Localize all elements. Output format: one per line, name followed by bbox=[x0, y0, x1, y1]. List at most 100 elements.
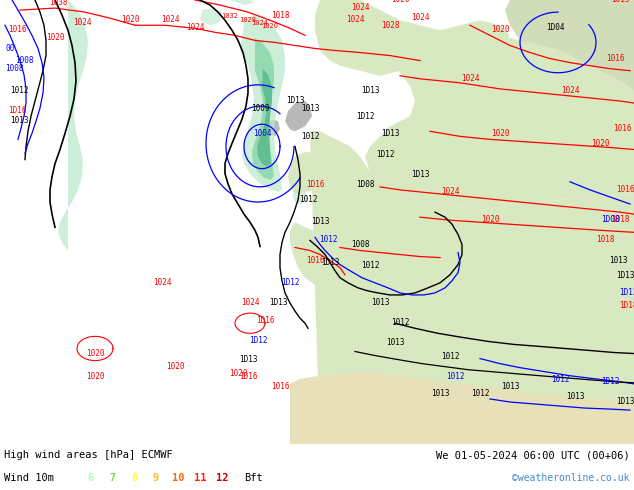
Polygon shape bbox=[252, 38, 274, 180]
Text: 1012: 1012 bbox=[361, 261, 379, 270]
Text: 1008: 1008 bbox=[5, 64, 23, 73]
Text: 1013: 1013 bbox=[301, 104, 320, 113]
Text: 6: 6 bbox=[87, 473, 93, 483]
Text: 1013: 1013 bbox=[371, 298, 389, 307]
Polygon shape bbox=[288, 151, 330, 194]
Text: 1020: 1020 bbox=[86, 348, 104, 358]
Text: 1008: 1008 bbox=[351, 241, 369, 249]
Text: 1024: 1024 bbox=[411, 13, 429, 22]
Text: 1D12: 1D12 bbox=[281, 278, 299, 287]
Text: 1018: 1018 bbox=[271, 11, 289, 20]
Polygon shape bbox=[355, 202, 380, 263]
Polygon shape bbox=[325, 222, 470, 252]
Text: 1D12: 1D12 bbox=[356, 112, 374, 121]
Polygon shape bbox=[290, 372, 634, 444]
Text: 8: 8 bbox=[131, 473, 137, 483]
Text: 1D12: 1D12 bbox=[601, 377, 619, 386]
Polygon shape bbox=[315, 0, 510, 76]
Text: 1D13: 1D13 bbox=[311, 217, 329, 226]
Text: 1028: 1028 bbox=[240, 17, 257, 23]
Text: 1024: 1024 bbox=[351, 3, 369, 12]
Text: We 01-05-2024 06:00 UTC (00+06): We 01-05-2024 06:00 UTC (00+06) bbox=[436, 450, 630, 460]
Polygon shape bbox=[310, 131, 634, 444]
Text: 1004: 1004 bbox=[253, 129, 271, 138]
Text: 1D08: 1D08 bbox=[356, 180, 374, 189]
Text: 1016: 1016 bbox=[616, 185, 634, 194]
Text: 1020: 1020 bbox=[591, 140, 609, 148]
Text: 1020: 1020 bbox=[491, 129, 509, 138]
Text: 1024: 1024 bbox=[241, 298, 259, 307]
Text: 1024: 1024 bbox=[73, 18, 91, 27]
Text: 1D13: 1D13 bbox=[616, 397, 634, 406]
Text: 1012: 1012 bbox=[441, 351, 459, 361]
Text: 1D12: 1D12 bbox=[619, 288, 634, 297]
Text: 1D13: 1D13 bbox=[239, 355, 257, 364]
Text: 1013: 1013 bbox=[609, 256, 627, 265]
Text: 1D08: 1D08 bbox=[601, 215, 619, 224]
Text: 9: 9 bbox=[153, 473, 159, 483]
Text: 1013: 1013 bbox=[385, 339, 404, 347]
Text: 1012: 1012 bbox=[551, 375, 569, 384]
Polygon shape bbox=[505, 0, 634, 91]
Text: 00: 00 bbox=[5, 44, 14, 52]
Text: 1013: 1013 bbox=[10, 116, 29, 125]
Polygon shape bbox=[200, 8, 222, 25]
Text: 1D13: 1D13 bbox=[321, 258, 339, 267]
Text: 1020: 1020 bbox=[120, 15, 139, 24]
Text: 1024: 1024 bbox=[461, 74, 479, 83]
Text: 1018: 1018 bbox=[596, 235, 614, 245]
Text: 1016: 1016 bbox=[612, 124, 631, 133]
Text: 1020: 1020 bbox=[165, 362, 184, 370]
Polygon shape bbox=[230, 0, 255, 5]
Text: 1024: 1024 bbox=[161, 15, 179, 24]
Text: Wind 10m: Wind 10m bbox=[4, 473, 54, 483]
Text: 1016: 1016 bbox=[306, 256, 324, 265]
Text: 1D13: 1D13 bbox=[361, 86, 379, 95]
Text: 1016: 1016 bbox=[8, 25, 27, 34]
Polygon shape bbox=[240, 15, 285, 192]
Text: 1012: 1012 bbox=[319, 235, 337, 245]
Text: 1038: 1038 bbox=[49, 0, 67, 7]
Text: 1D16: 1D16 bbox=[256, 316, 275, 325]
Text: 1D16: 1D16 bbox=[306, 180, 324, 189]
Text: 1013: 1013 bbox=[566, 392, 585, 401]
Text: 1013: 1013 bbox=[430, 389, 450, 398]
Text: 1D16: 1D16 bbox=[8, 106, 27, 115]
Text: 1016: 1016 bbox=[605, 53, 624, 63]
Text: ©weatheronline.co.uk: ©weatheronline.co.uk bbox=[512, 473, 630, 483]
Text: 1020: 1020 bbox=[391, 0, 410, 4]
Text: 1D12: 1D12 bbox=[249, 337, 268, 345]
Text: 7: 7 bbox=[109, 473, 115, 483]
Text: 1D12: 1D12 bbox=[376, 149, 394, 159]
Polygon shape bbox=[58, 0, 88, 250]
Text: 1013: 1013 bbox=[611, 0, 630, 4]
Text: 1038: 1038 bbox=[226, 0, 244, 2]
Text: 1028: 1028 bbox=[381, 21, 399, 30]
Text: 1009: 1009 bbox=[251, 104, 269, 113]
Text: 1D13: 1D13 bbox=[381, 129, 399, 138]
Text: 1020: 1020 bbox=[481, 215, 499, 224]
Text: 1013: 1013 bbox=[501, 382, 519, 391]
Text: 1020: 1020 bbox=[531, 0, 549, 2]
Text: 1D13: 1D13 bbox=[411, 170, 429, 179]
Text: 1D13: 1D13 bbox=[269, 298, 287, 307]
Text: 1012: 1012 bbox=[471, 389, 489, 398]
Text: 1D18: 1D18 bbox=[619, 301, 634, 310]
Text: 1024: 1024 bbox=[153, 278, 171, 287]
Text: 1024: 1024 bbox=[252, 20, 269, 26]
Polygon shape bbox=[268, 119, 280, 136]
Text: 1D13: 1D13 bbox=[286, 96, 304, 105]
Polygon shape bbox=[365, 32, 634, 210]
Text: 10: 10 bbox=[172, 473, 184, 483]
Text: 1020: 1020 bbox=[46, 33, 64, 43]
Text: 1D04: 1D04 bbox=[546, 24, 564, 32]
Text: 1024: 1024 bbox=[441, 187, 459, 196]
Text: 1008: 1008 bbox=[15, 56, 34, 65]
Text: High wind areas [hPa] ECMWF: High wind areas [hPa] ECMWF bbox=[4, 450, 172, 460]
Text: 1012: 1012 bbox=[10, 86, 29, 95]
Text: 1020: 1020 bbox=[491, 25, 509, 34]
Text: 1018: 1018 bbox=[611, 215, 630, 224]
Text: 1012: 1012 bbox=[391, 318, 410, 327]
Text: 11: 11 bbox=[194, 473, 206, 483]
Text: 1012: 1012 bbox=[446, 372, 464, 381]
